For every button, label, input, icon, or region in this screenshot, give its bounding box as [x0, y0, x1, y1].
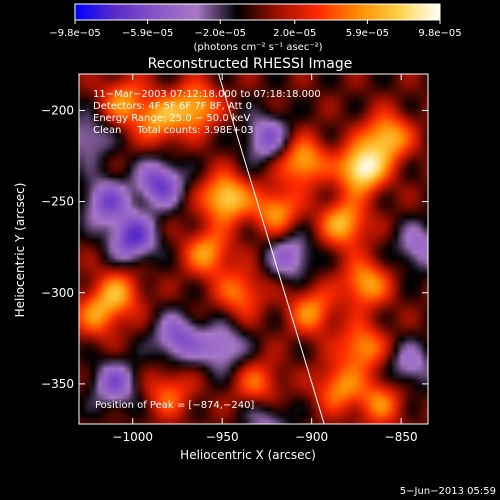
heatmap-image	[79, 74, 428, 424]
colorbar-tick-label: −2.0e−05	[194, 28, 246, 39]
annotation-detectors: Detectors: 4F 5F 6F 7F 8F, Att 0	[93, 101, 252, 112]
x-tick-label: −1000	[112, 430, 153, 444]
colorbar-tick-label: 9.8e−05	[418, 28, 461, 39]
x-tick-label: −900	[295, 430, 328, 444]
colorbar-tick-label: 5.9e−05	[346, 28, 389, 39]
x-axis-label: Heliocentric X (arcsec)	[180, 448, 316, 462]
annotation-total-counts: Clean Total counts: 3.98E+03	[93, 125, 253, 136]
solar-limb-line	[218, 74, 325, 424]
colorbar-ticks: −9.8e−05 −5.9e−05 −2.0e−05 2.0e−05 5.9e−05 9.…	[49, 20, 462, 39]
annotation-block: 11−Mar−2003 07:12:18.000 to 07:18:18.000…	[93, 89, 321, 136]
y-tick-label: −200	[41, 103, 74, 117]
colorbar-tick-label: −5.9e−05	[122, 28, 174, 39]
y-axis-ticks: −200 −250 −300 −350	[41, 103, 428, 391]
annotation-time-range: 11−Mar−2003 07:12:18.000 to 07:18:18.000	[93, 89, 321, 100]
annotation-energy-range: Energy Range: 25.0 − 50.0 keV	[93, 113, 250, 124]
footer-timestamp: 5−Jun−2013 05:59	[400, 486, 496, 497]
y-tick-label: −350	[41, 377, 74, 391]
plot-frame	[78, 73, 429, 425]
y-tick-label: −250	[41, 195, 74, 209]
colorbar-unit-label: (photons cm⁻² s⁻¹ asec⁻²)	[193, 42, 322, 53]
x-axis-ticks: −1000 −950 −900 −850	[112, 74, 418, 444]
colorbar-tick-label: 2.0e−05	[273, 28, 316, 39]
colorbar	[74, 3, 441, 21]
chart-title: Reconstructed RHESSI Image	[148, 56, 353, 72]
x-tick-label: −850	[385, 430, 418, 444]
x-tick-label: −950	[206, 430, 239, 444]
y-tick-label: −300	[41, 286, 74, 300]
peak-position-label: Position of Peak = [−874,−240]	[95, 400, 254, 411]
colorbar-tick-label: −9.8e−05	[49, 28, 101, 39]
y-axis-label: Heliocentric Y (arcsec)	[13, 183, 27, 318]
